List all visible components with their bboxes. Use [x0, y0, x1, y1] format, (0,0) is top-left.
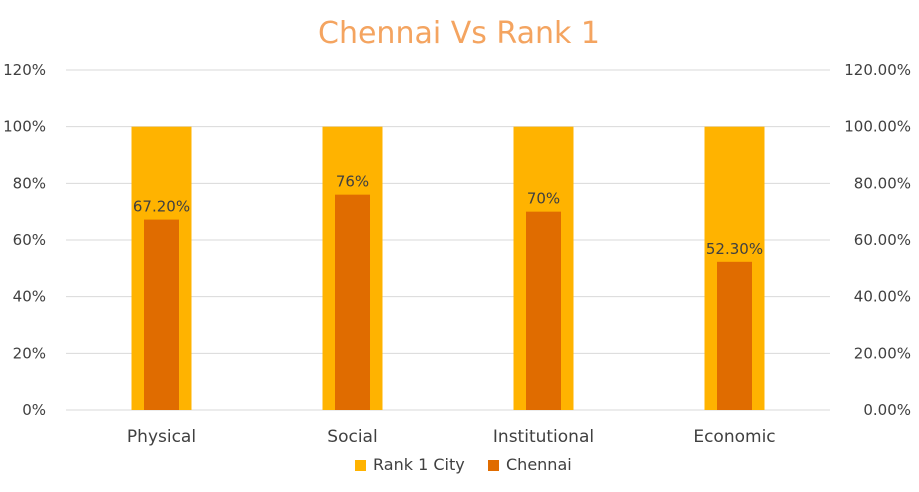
y-tick-label-right: 0.00%	[863, 401, 911, 419]
data-labels: 67.20% 76% 70% 52.30%	[133, 173, 763, 258]
y-tick-label-left: 20%	[13, 344, 46, 362]
y-tick-label-left: 100%	[3, 118, 46, 136]
y-tick-label-left: 80%	[13, 174, 46, 192]
y-tick-label-right: 20.00%	[854, 344, 911, 362]
x-tick-label: Institutional	[493, 427, 594, 447]
chart-title: Chennai Vs Rank 1	[318, 16, 600, 51]
bar-chennai	[717, 261, 752, 410]
bar-chennai	[335, 194, 370, 410]
bar-chennai	[144, 219, 179, 410]
bars	[131, 126, 765, 411]
legend-item-chennai: Chennai	[488, 455, 572, 474]
x-tick-label: Economic	[693, 427, 775, 447]
legend-swatch	[488, 460, 499, 471]
y-tick-label-left: 40%	[13, 288, 46, 306]
data-label-chennai: 76%	[336, 173, 369, 191]
y-axis-left: 0% 20% 40% 60% 80% 100% 120%	[3, 61, 46, 419]
bar-chennai	[526, 211, 561, 410]
legend-item-rank-1-city: Rank 1 City	[355, 455, 465, 474]
gridlines	[66, 69, 830, 411]
x-tick-label: Social	[327, 427, 377, 447]
legend-label: Rank 1 City	[373, 455, 465, 474]
y-tick-label-left: 60%	[13, 231, 46, 249]
legend: Rank 1 City Chennai	[355, 455, 572, 474]
y-tick-label-right: 120.00%	[844, 61, 911, 79]
y-tick-label-right: 80.00%	[854, 174, 911, 192]
x-tick-label: Physical	[127, 427, 196, 447]
y-tick-label-left: 0%	[22, 401, 46, 419]
x-axis: Physical Social Institutional Economic	[127, 427, 776, 447]
data-label-chennai: 67.20%	[133, 198, 190, 216]
legend-swatch	[355, 460, 366, 471]
y-tick-label-right: 100.00%	[844, 118, 911, 136]
y-tick-label-right: 40.00%	[854, 288, 911, 306]
data-label-chennai: 70%	[527, 190, 560, 208]
legend-label: Chennai	[506, 455, 572, 474]
data-label-chennai: 52.30%	[706, 240, 763, 258]
y-axis-right: 0.00% 20.00% 40.00% 60.00% 80.00% 100.00% 120.…	[844, 61, 911, 419]
y-tick-label-right: 60.00%	[854, 231, 911, 249]
y-tick-label-left: 120%	[3, 61, 46, 79]
